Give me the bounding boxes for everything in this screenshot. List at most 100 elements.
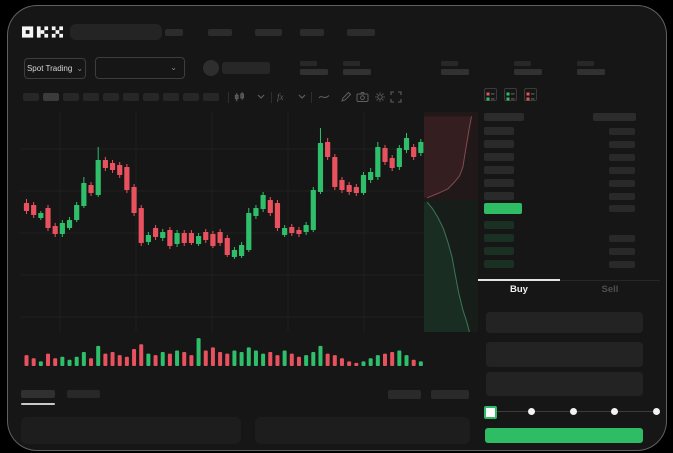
volume-bar [289, 353, 294, 366]
chevron-down-icon[interactable] [256, 93, 266, 101]
volume-bar [175, 350, 180, 366]
volume-bar [81, 352, 86, 366]
candle [346, 182, 352, 195]
bottom-action-placeholder[interactable] [431, 390, 469, 399]
volume-bar [146, 353, 151, 366]
draw-icon[interactable] [340, 91, 352, 103]
volume-bar [282, 350, 287, 366]
svg-text:fx: fx [277, 92, 284, 102]
volume-bar [347, 361, 352, 366]
volume-bar [339, 358, 344, 366]
stat-label-placeholder [441, 61, 458, 66]
timeframe-button-placeholder[interactable] [123, 93, 139, 101]
timeframe-button-placeholder[interactable] [203, 93, 219, 101]
volume-bar [153, 355, 158, 366]
slider-step-dot[interactable] [652, 408, 660, 415]
nav-item-placeholder[interactable] [347, 29, 375, 36]
candle [66, 217, 73, 230]
volume-bar [210, 347, 215, 366]
buy-submit-button[interactable] [485, 428, 643, 443]
timeframe-button-placeholder[interactable] [83, 93, 99, 101]
volume-bar [232, 350, 237, 366]
bid-price-placeholder [484, 247, 514, 255]
candlestick-chart[interactable] [20, 112, 424, 332]
volume-bar [261, 353, 266, 366]
line-tools-icon[interactable] [318, 91, 331, 103]
bid-amount-placeholder [609, 235, 635, 242]
candle [396, 145, 402, 170]
timeframe-button-placeholder[interactable] [143, 93, 159, 101]
volume-bar [189, 355, 194, 366]
candle [131, 184, 137, 216]
orderbook-header-placeholder [484, 113, 524, 121]
volume-bar [117, 355, 122, 366]
timeframe-button-placeholder[interactable] [23, 93, 39, 101]
fullscreen-icon[interactable] [390, 91, 402, 103]
indicators-icon[interactable]: fx [276, 91, 290, 103]
candle [152, 225, 159, 240]
device-frame: Spot Trading ⌄ ⌄ fx [7, 5, 667, 451]
volume-bar [318, 345, 323, 366]
slider-step-dot[interactable] [528, 408, 535, 415]
bid-amount-placeholder [609, 248, 635, 255]
timeframe-button-placeholder[interactable] [63, 93, 79, 101]
volume-bar [89, 358, 94, 366]
chart-style-icon[interactable] [234, 91, 246, 103]
volume-bar [53, 358, 58, 366]
candle [81, 177, 87, 208]
volume-bar [74, 356, 79, 366]
timeframe-button-placeholder[interactable] [103, 93, 119, 101]
market-type-dropdown[interactable]: Spot Trading ⌄ [24, 58, 86, 79]
timeframe-button-placeholder[interactable] [163, 93, 179, 101]
candle [282, 225, 288, 237]
settings-gear-icon[interactable] [374, 91, 386, 103]
nav-item-placeholder[interactable] [208, 29, 232, 36]
tab-buy[interactable]: Buy [478, 284, 560, 295]
order-field-placeholder[interactable] [486, 342, 643, 367]
book-asks-icon[interactable] [524, 88, 537, 101]
candle [217, 229, 223, 246]
bottom-tab-active-placeholder[interactable] [21, 390, 55, 398]
nav-item-placeholder[interactable] [255, 29, 282, 36]
candle [145, 232, 151, 245]
volume-bar [160, 352, 165, 366]
slider-handle[interactable] [484, 406, 497, 419]
timeframe-button-placeholder[interactable] [43, 93, 59, 101]
bottom-action-placeholder[interactable] [388, 390, 421, 399]
slider-step-dot[interactable] [569, 408, 577, 415]
order-field-placeholder[interactable] [486, 312, 643, 333]
pair-dropdown[interactable]: ⌄ [95, 57, 185, 79]
ask-price-placeholder [484, 179, 514, 187]
volume-bar [110, 352, 115, 366]
book-bids-icon[interactable] [504, 88, 517, 101]
search-input[interactable] [70, 24, 162, 40]
nav-item-placeholder[interactable] [165, 29, 183, 36]
timeframe-button-placeholder[interactable] [183, 93, 199, 101]
ask-amount-placeholder [609, 192, 635, 200]
volume-bar [383, 353, 387, 366]
stat-value-placeholder [441, 69, 469, 75]
volume-bar [246, 347, 251, 366]
candle [246, 208, 252, 252]
volume-bar [390, 352, 395, 366]
volume-bar [96, 345, 101, 366]
nav-item-placeholder[interactable] [300, 29, 324, 36]
book-combined-icon[interactable] [484, 88, 497, 101]
chevron-down-icon[interactable] [297, 93, 307, 101]
depth-sidebar [424, 112, 478, 333]
tab-sell[interactable]: Sell [560, 284, 660, 295]
bottom-tab-placeholder[interactable] [67, 390, 100, 398]
snapshot-camera-icon[interactable] [356, 91, 369, 103]
candle [138, 205, 144, 246]
volume-bar [46, 353, 51, 366]
ask-amount-placeholder [609, 140, 635, 148]
volume-bar [368, 358, 373, 366]
candle [375, 142, 381, 180]
slider-step-dot[interactable] [611, 408, 618, 415]
app-screen: Spot Trading ⌄ ⌄ fx [8, 6, 666, 450]
candle [296, 227, 302, 237]
order-field-placeholder[interactable] [486, 372, 643, 396]
volume-bar [139, 344, 144, 366]
coin-icon [203, 60, 219, 76]
stat-value-placeholder [300, 69, 328, 75]
